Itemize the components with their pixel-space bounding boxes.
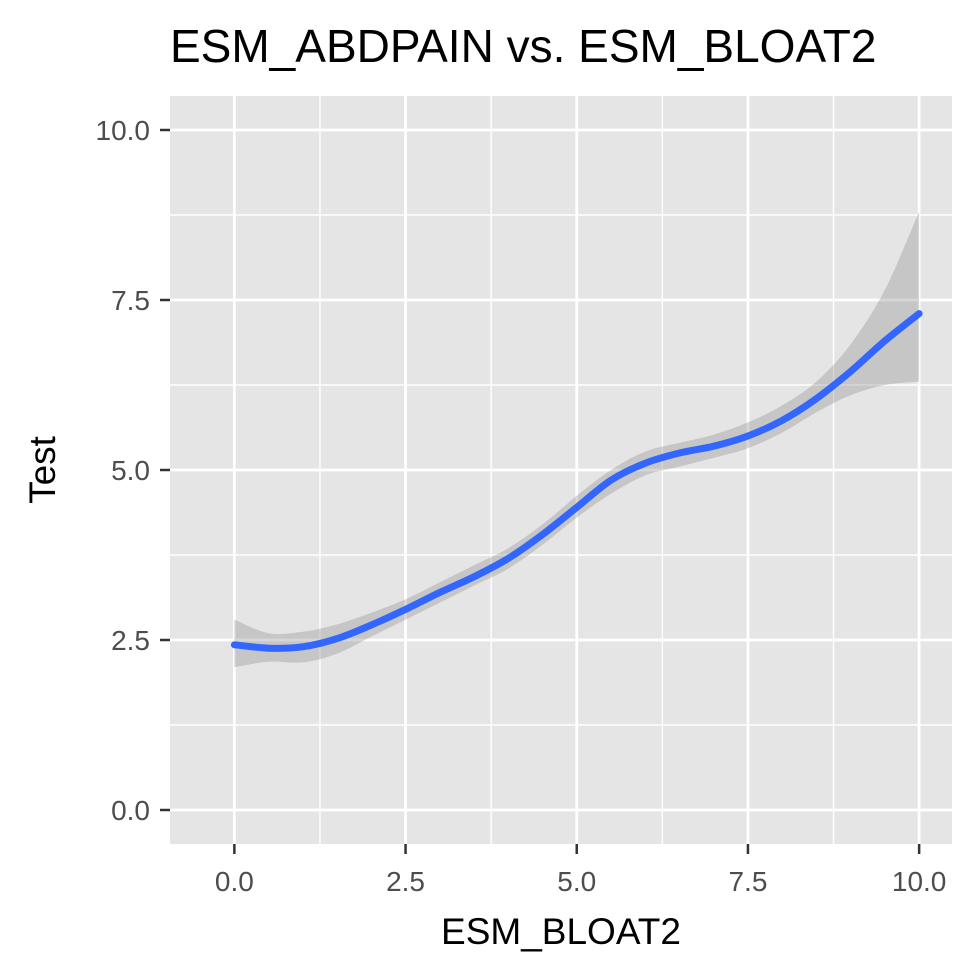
x-tick-label: 2.5 <box>386 866 425 897</box>
y-tick-label: 2.5 <box>111 625 150 656</box>
grid-major <box>170 96 952 844</box>
y-tick-label: 5.0 <box>111 455 150 486</box>
x-tick-label: 5.0 <box>557 866 596 897</box>
x-tick-label: 10.0 <box>892 866 947 897</box>
y-tick-label: 0.0 <box>111 795 150 826</box>
y-tick-label: 7.5 <box>111 285 150 316</box>
y-axis-title: Test <box>22 435 63 504</box>
x-tick-label: 7.5 <box>728 866 767 897</box>
chart-title: ESM_ABDPAIN vs. ESM_BLOAT2 <box>170 20 876 72</box>
x-tick-label: 0.0 <box>215 866 254 897</box>
y-tick-label: 10.0 <box>96 115 151 146</box>
x-axis-title: ESM_BLOAT2 <box>441 911 681 952</box>
y-axis: 0.0 2.5 5.0 7.5 10.0 <box>96 115 170 826</box>
smooth-line <box>230 310 923 652</box>
x-axis: 0.0 2.5 5.0 7.5 10.0 <box>215 844 946 897</box>
